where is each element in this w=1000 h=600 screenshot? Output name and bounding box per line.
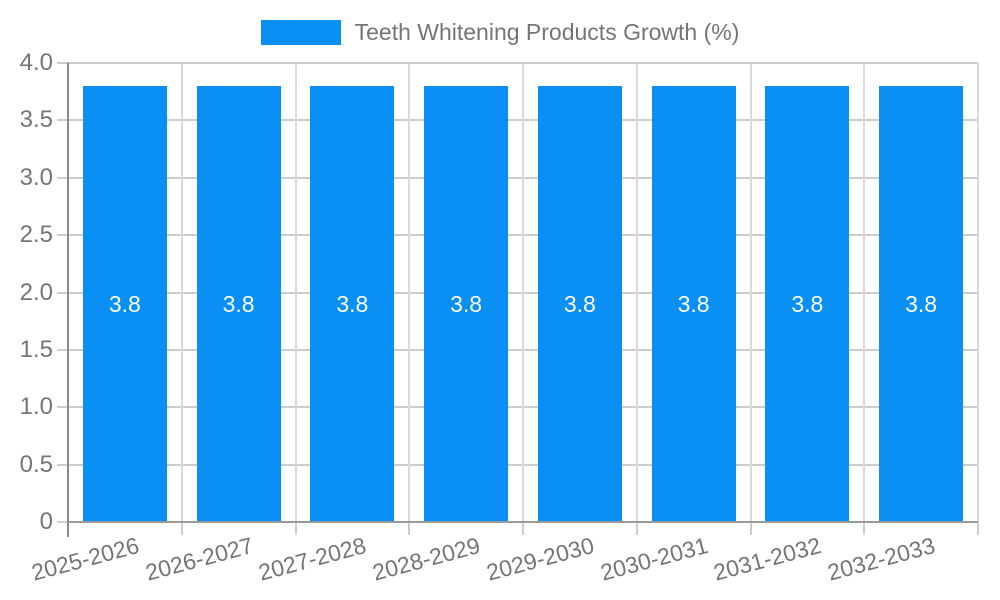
y-axis-tick-label: 2.5 (19, 221, 53, 249)
bar-value-label: 3.8 (563, 290, 596, 317)
x-axis-tick (977, 522, 979, 535)
bar (196, 85, 281, 521)
bar (765, 85, 850, 521)
y-axis-tick-label: 1.5 (19, 335, 53, 363)
y-axis-line (67, 63, 69, 537)
bar (651, 85, 736, 521)
x-axis-category-label: 2026-2027 (142, 532, 256, 586)
y-axis-tick (57, 291, 68, 294)
y-axis-tick-label: 0.5 (19, 450, 53, 478)
x-axis-category-label: 2031-2032 (711, 532, 825, 586)
y-axis-tick-label: 2.0 (19, 278, 53, 306)
x-axis-category-label: 2029-2030 (483, 532, 597, 586)
x-axis-tick (408, 522, 411, 535)
x-axis-line (68, 521, 978, 523)
y-axis-tick-label: 1.0 (19, 393, 53, 421)
y-axis-tick (57, 348, 68, 351)
y-axis-tick (57, 119, 68, 122)
gridline-vertical (749, 63, 752, 522)
bar-value-label: 3.8 (336, 290, 369, 317)
gridline-vertical (180, 63, 183, 522)
gridline-vertical (408, 63, 411, 522)
x-axis-tick (522, 522, 524, 535)
legend-swatch (260, 19, 341, 45)
gridline-vertical (635, 63, 638, 522)
y-axis-tick-label: 4.0 (19, 49, 53, 76)
x-axis-category-label: 2032-2033 (824, 532, 938, 586)
x-axis-tick (635, 522, 638, 535)
bar-value-label: 3.8 (677, 290, 710, 317)
x-axis-tick (294, 522, 297, 535)
x-axis-category-label: 2030-2031 (597, 532, 711, 586)
bar (310, 85, 395, 521)
gridline-vertical (863, 63, 866, 522)
bar (424, 85, 509, 521)
y-axis-tick (57, 176, 68, 179)
y-axis-tick-label: 0 (39, 508, 53, 535)
bar-value-label: 3.8 (791, 290, 824, 317)
chart-title: Teeth Whitening Products Growth (%) (354, 18, 740, 45)
x-axis-category-label: 2025-2026 (28, 532, 142, 586)
bar-value-label: 3.8 (450, 290, 483, 317)
y-axis-tick (57, 463, 68, 466)
y-axis-tick (57, 406, 68, 409)
bar-value-label: 3.8 (222, 290, 255, 317)
bar (879, 85, 964, 521)
bar (537, 85, 622, 521)
bar (82, 85, 167, 521)
y-axis-tick-label: 3.0 (19, 163, 53, 191)
x-axis-tick (180, 522, 183, 535)
y-axis-tick-label: 3.5 (19, 106, 53, 134)
x-axis-category-label: 2028-2029 (369, 532, 483, 586)
y-axis-tick (57, 234, 68, 237)
y-axis-tick (57, 521, 68, 523)
x-axis-tick (749, 522, 752, 535)
gridline-vertical (522, 63, 524, 522)
x-axis-category-label: 2027-2028 (256, 532, 370, 586)
legend: Teeth Whitening Products Growth (%) (0, 17, 1000, 47)
bar-value-label: 3.8 (108, 290, 141, 317)
x-axis-tick (863, 522, 866, 535)
y-axis-tick (57, 62, 68, 64)
gridline-vertical (294, 63, 297, 522)
bar-value-label: 3.8 (905, 290, 938, 317)
gridline-vertical (977, 63, 979, 522)
